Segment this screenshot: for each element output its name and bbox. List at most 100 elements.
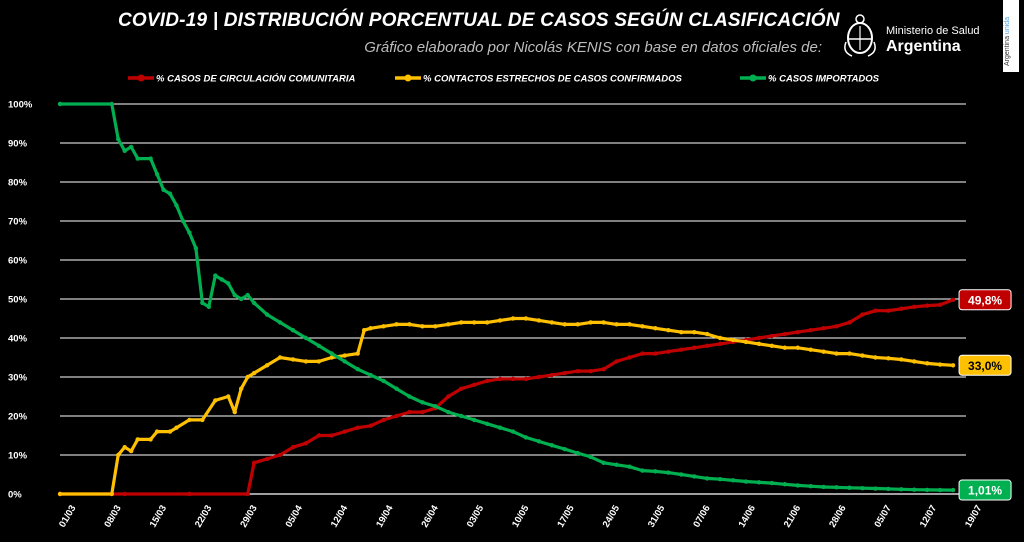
data-point — [303, 441, 309, 446]
data-point — [860, 312, 865, 317]
data-point — [180, 218, 186, 224]
data-point — [860, 485, 865, 491]
legend-label: % CASOS DE CIRCULACIÓN COMUNITARIA — [156, 73, 355, 85]
data-point — [847, 485, 852, 490]
data-point — [277, 452, 283, 458]
data-point — [329, 355, 334, 360]
data-point — [575, 368, 580, 374]
data-point — [407, 322, 412, 327]
data-point — [420, 324, 425, 329]
data-point — [847, 320, 852, 325]
y-axis-ticks: 0% 10% 20% 30% 40% 50% 60% 70% 80% 90% 100% — [8, 100, 33, 501]
data-point — [154, 429, 160, 434]
data-point — [795, 329, 800, 335]
data-point — [627, 464, 632, 469]
legend-label: % CONTACTOS ESTRECHOS DE CASOS CONFIRMAD… — [423, 74, 682, 85]
data-point — [381, 324, 386, 329]
data-point — [200, 300, 205, 306]
data-point — [264, 312, 270, 317]
data-point — [769, 480, 775, 486]
legend-label: % CASOS IMPORTADOS — [768, 74, 880, 85]
data-point — [756, 335, 762, 341]
legend: % CASOS DE CIRCULACIÓN COMUNITARIA % CONT… — [128, 73, 880, 85]
data-point — [795, 483, 800, 488]
data-point — [523, 316, 529, 321]
data-point — [206, 304, 212, 309]
data-point — [679, 329, 684, 335]
data-point — [510, 376, 516, 382]
data-point — [342, 353, 347, 358]
data-point — [116, 452, 121, 458]
data-point — [704, 331, 710, 337]
data-point — [847, 351, 852, 356]
data-point — [821, 349, 826, 354]
data-point — [575, 450, 580, 456]
gridlines — [60, 103, 966, 495]
data-point — [666, 328, 671, 333]
data-point — [122, 445, 127, 450]
data-point — [679, 472, 684, 477]
data-point — [433, 324, 438, 329]
data-point — [239, 296, 244, 302]
data-point — [329, 433, 334, 438]
data-point — [782, 482, 787, 487]
x-tick-label: 05/04 — [284, 503, 306, 530]
data-point — [730, 337, 736, 343]
data-point — [510, 316, 516, 321]
data-point — [407, 409, 412, 415]
data-point — [316, 343, 322, 348]
data-point — [756, 341, 762, 347]
data-point — [251, 300, 257, 306]
data-point — [471, 320, 477, 325]
data-point — [523, 435, 529, 440]
data-point — [226, 281, 231, 286]
data-point — [161, 187, 166, 192]
data-point — [187, 417, 192, 423]
data-point — [200, 417, 205, 423]
country-name: Argentina — [886, 38, 961, 55]
x-tick-label: 10/05 — [510, 503, 532, 530]
data-point — [219, 277, 224, 282]
data-point — [549, 443, 555, 448]
data-point — [277, 355, 283, 360]
data-point — [303, 335, 309, 341]
data-point — [704, 476, 710, 481]
data-point — [407, 394, 412, 399]
data-point — [692, 345, 697, 350]
data-point — [394, 413, 399, 419]
data-point — [899, 306, 904, 311]
data-point — [614, 359, 619, 364]
data-point — [193, 246, 199, 251]
data-point — [627, 355, 632, 360]
data-point — [226, 394, 231, 399]
x-tick-label: 05/07 — [872, 503, 893, 529]
x-tick-label: 22/03 — [193, 503, 214, 529]
data-point — [420, 409, 425, 415]
data-point — [950, 487, 956, 493]
data-point — [653, 469, 658, 474]
x-tick-label: 15/03 — [148, 503, 169, 529]
data-point — [730, 478, 736, 483]
x-axis-ticks: 01/03 08/03 15/03 22/03 29/03 05/04 12/04 19/04… — [57, 503, 984, 530]
x-tick-label: 03/05 — [465, 503, 487, 530]
data-point — [666, 470, 671, 475]
end-label-box — [958, 354, 1012, 376]
end-label-value: 49,8% — [968, 293, 1002, 307]
data-point — [174, 203, 179, 208]
data-point — [808, 328, 813, 333]
data-point — [653, 326, 658, 331]
end-labels: 49,8% 33,0% 1,01% — [958, 289, 1012, 501]
data-point — [484, 378, 490, 384]
data-point — [394, 386, 399, 391]
data-point — [860, 353, 865, 358]
data-point — [381, 417, 386, 423]
data-point — [769, 343, 775, 348]
data-point — [834, 351, 839, 356]
data-point — [264, 363, 270, 368]
data-point — [924, 303, 930, 308]
data-point — [614, 322, 619, 327]
data-point — [471, 382, 477, 387]
data-point — [148, 437, 153, 442]
data-point — [57, 491, 63, 497]
data-point — [232, 292, 237, 298]
